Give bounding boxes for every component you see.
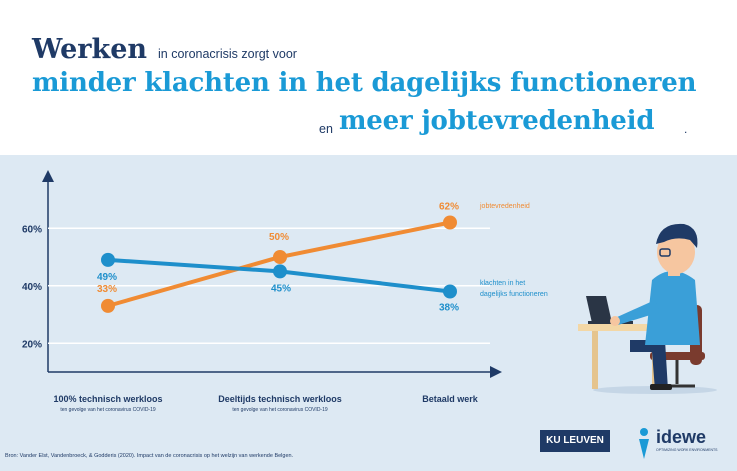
x-category-label: 100% technisch werkloos (53, 394, 162, 404)
data-point (443, 284, 457, 299)
series-layer: 33% 50% 62% 49% 45% 38% (97, 202, 459, 314)
data-label: 62% (439, 202, 459, 213)
data-point (443, 215, 457, 230)
x-category-label: Deeltijds technisch werkloos (218, 394, 342, 404)
data-label: 33% (97, 284, 117, 295)
x-category-label: Betaald werk (422, 394, 479, 404)
idewe-logo-text: idewe (656, 427, 707, 447)
y-tick-labels: 20% 40% 60% (22, 224, 42, 350)
legend-klachten: dagelijks functioneren (480, 291, 548, 298)
worker-illustration (578, 223, 717, 394)
legend-klachten: klachten in het (480, 280, 525, 287)
headline-line-2: minder klachten in het dagelijks functio… (32, 68, 697, 98)
y-tick-label: 40% (22, 282, 42, 293)
headline-connector: en (319, 122, 333, 136)
ku-leuven-logo: KU LEUVEN (540, 430, 610, 452)
title-rest: in coronacrisis zorgt voor (158, 47, 297, 61)
data-point (273, 250, 287, 264)
idewe-logo-icon (639, 428, 649, 459)
title-word: Werken (32, 34, 148, 65)
y-tick-label: 20% (22, 339, 42, 350)
x-category-subtitle: ten gevolge van het coronavirus COVID-19 (60, 407, 156, 413)
legend-jobtevredenheid: jobtevredenheid (479, 203, 530, 210)
data-label: 50% (269, 232, 289, 243)
headline-end: . (684, 122, 688, 136)
header: Werken in coronacrisis zorgt voor minder… (0, 0, 737, 155)
data-point (273, 264, 287, 279)
data-label: 49% (97, 272, 117, 283)
idewe-tagline: OPTIMIZING WORK ENVIRONMENTS (656, 448, 718, 452)
data-point (101, 298, 115, 313)
legend: jobtevredenheid klachten in het dagelijks … (479, 203, 548, 298)
source-citation: Bron: Vander Elst, Vandenbroeck, & Godde… (5, 453, 294, 459)
data-label: 45% (271, 283, 291, 294)
chart-panel (0, 155, 737, 471)
data-label: 38% (439, 303, 459, 314)
x-category-labels: 100% technisch werkloos ten gevolge van h… (53, 394, 478, 413)
y-tick-label: 60% (22, 224, 42, 235)
data-point (101, 252, 115, 267)
x-category-subtitle: ten gevolge van het coronavirus COVID-19 (232, 407, 328, 413)
headline-line-3: meer jobtevredenheid (339, 106, 655, 136)
